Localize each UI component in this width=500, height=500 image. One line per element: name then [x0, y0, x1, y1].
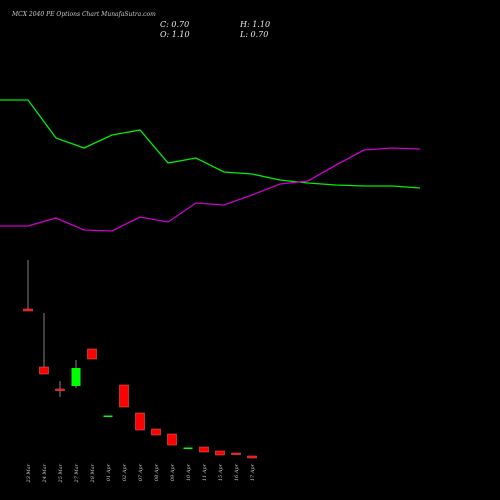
candle-body	[231, 452, 241, 455]
candle-body	[23, 308, 33, 312]
x-tick-label: 17 Apr	[250, 463, 256, 481]
x-tick-label: 02 Apr	[122, 463, 128, 481]
close-info: C: 0.70	[160, 20, 189, 29]
x-tick-label: 11 Apr	[202, 463, 208, 481]
x-tick-label: 07 Apr	[138, 463, 144, 481]
candle-body	[183, 447, 193, 449]
candle-body	[55, 388, 65, 391]
x-tick-label: 23 Mar	[26, 463, 32, 483]
candle-body	[39, 366, 49, 375]
candle-body	[199, 446, 209, 453]
ma-line	[0, 147, 421, 232]
candle-body	[167, 433, 177, 446]
x-tick-label: 15 Apr	[218, 463, 224, 481]
candle-body	[151, 428, 161, 436]
x-tick-label: 08 Apr	[154, 463, 160, 481]
x-tick-label: 24 Mar	[42, 463, 48, 483]
open-info: O: 1.10	[160, 30, 190, 39]
candle-body	[119, 384, 129, 408]
x-tick-label: 16 Apr	[234, 463, 240, 481]
x-tick-label: 09 Apr	[170, 463, 176, 481]
candle-body	[87, 348, 97, 360]
x-tick-label: 28 Mar	[90, 463, 96, 483]
low-info: L: 0.70	[239, 30, 268, 39]
candle-body	[215, 450, 225, 456]
candle-body	[71, 368, 81, 386]
x-tick-label: 01 Apr	[106, 463, 112, 481]
chart-title: MCX 2040 PE Options Chart MunafaSutra.co…	[11, 11, 156, 18]
candle-body	[103, 415, 113, 417]
x-tick-label: 25 Mar	[58, 463, 64, 483]
x-tick-label: 10 Apr	[186, 463, 192, 481]
candle-body	[135, 412, 145, 431]
ma-line	[0, 99, 421, 189]
x-tick-label: 27 Mar	[74, 463, 80, 483]
candle-body	[247, 455, 257, 459]
high-info: H: 1.10	[239, 20, 270, 29]
